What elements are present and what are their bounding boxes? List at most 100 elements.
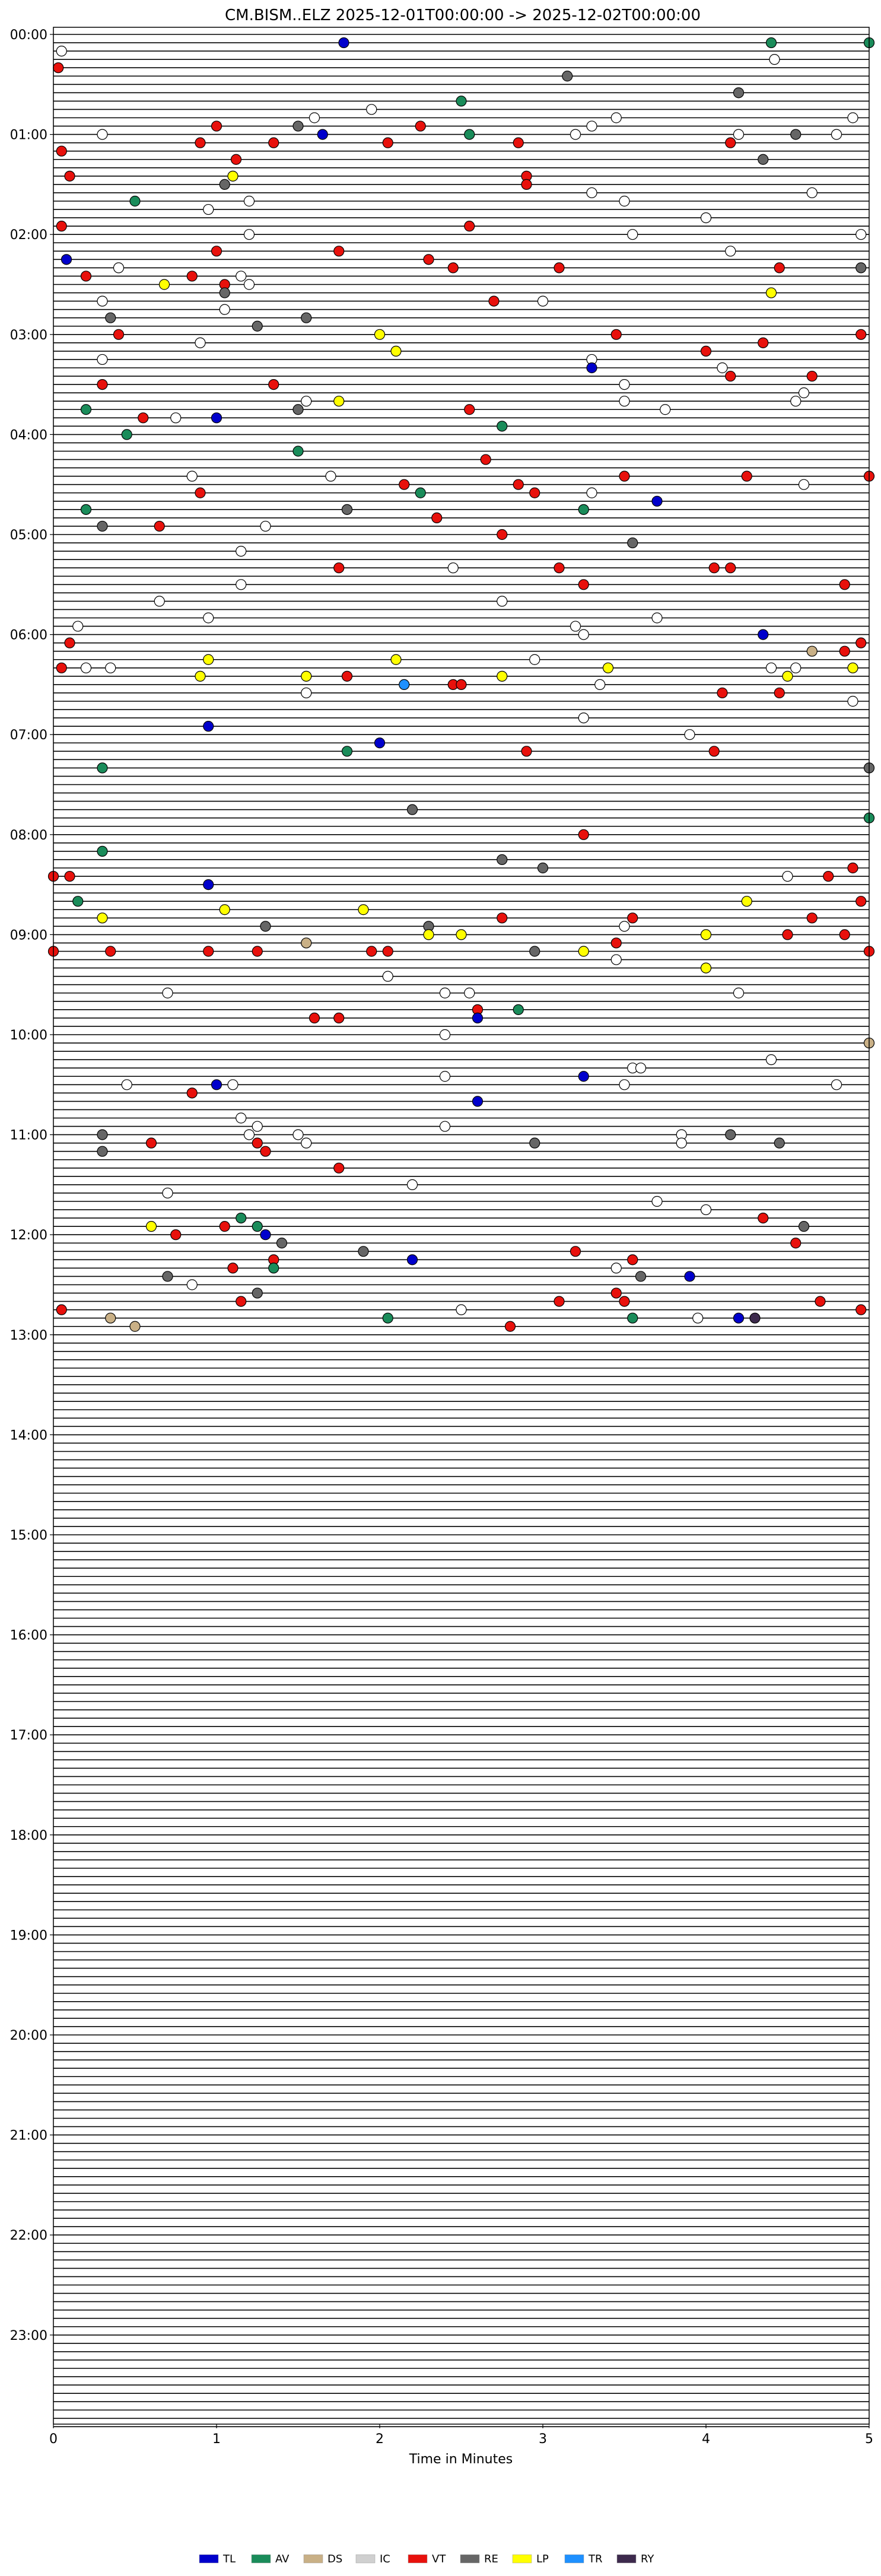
x-tick-label: 0 [49,2432,58,2447]
event-marker-vt [382,946,393,957]
event-marker-re [774,1137,785,1149]
event-marker-ic [610,954,622,965]
event-marker-ic [260,520,271,532]
event-marker-av [129,195,141,207]
y-tick-label: 14:00 [10,1428,47,1443]
event-marker-vt [56,145,67,157]
legend-swatch-av [251,2554,271,2564]
event-marker-tl [758,629,769,640]
event-marker-vt [758,337,769,348]
event-marker-ic [186,1279,198,1290]
event-marker-vt [782,929,793,940]
event-marker-re [97,1146,108,1157]
y-tick-label: 18:00 [10,1828,47,1843]
event-marker-av [97,845,108,857]
event-marker-re [292,120,304,132]
legend-swatch-ry [616,2554,637,2564]
event-marker-av [456,96,467,107]
event-marker-ic [660,404,671,415]
event-marker-ic [203,203,214,215]
event-marker-vt [855,329,867,340]
legend-label: TL [222,2553,236,2565]
event-marker-vt [554,1296,565,1307]
event-marker-ic [847,695,858,707]
event-marker-re [97,1129,108,1140]
event-marker-ic [243,1129,255,1140]
y-tick-label: 23:00 [10,2329,47,2343]
event-marker-vt [480,454,491,465]
event-marker-lp [158,279,170,290]
event-marker-ic [570,621,581,632]
y-tick-label: 06:00 [10,628,47,643]
event-marker-ic [692,1312,704,1324]
event-marker-re [219,287,230,298]
event-marker-vt [610,937,622,949]
event-marker-vt [431,512,443,524]
event-marker-ic [831,129,842,140]
event-marker-lp [390,654,402,665]
event-marker-vt [521,179,532,190]
event-marker-vt [382,137,393,148]
event-marker-vt [113,329,125,340]
x-tick-label: 3 [539,2432,547,2447]
event-marker-ic [406,1179,418,1191]
event-marker-lp [358,904,369,915]
event-marker-ic [292,1129,304,1140]
event-marker-vt [186,271,198,282]
event-marker-ic [847,112,858,123]
event-marker-vt [627,1254,638,1265]
event-marker-vt [195,137,206,148]
event-marker-ic [243,279,255,290]
event-marker-lp [145,1221,157,1232]
event-marker-ic [798,387,810,399]
y-tick-label: 10:00 [10,1028,47,1043]
event-marker-ic [252,1121,263,1132]
event-marker-vt [504,1321,516,1332]
event-marker-tl [203,721,214,732]
event-marker-vt [464,221,475,232]
event-marker-lp [741,896,752,907]
y-tick-label: 01:00 [10,128,47,143]
event-marker-av [497,421,508,432]
legend-label: TR [588,2553,603,2565]
event-marker-vt [839,929,850,940]
y-tick-label: 19:00 [10,1928,47,1943]
event-marker-ic [790,396,802,407]
event-marker-ic [635,1063,647,1074]
legend-swatch-re [460,2554,480,2564]
event-marker-ic [725,246,736,257]
event-marker-ic [700,212,712,224]
event-marker-vt [790,1238,802,1249]
event-marker-vt [333,1162,345,1173]
event-marker-ic [578,629,589,640]
event-marker-re [292,404,304,415]
event-marker-lp [602,662,614,673]
event-marker-vt [252,1137,263,1149]
event-marker-vt [700,345,712,357]
legend-label: AV [275,2553,290,2565]
event-marker-ic [831,1079,842,1090]
event-marker-re [105,312,116,323]
event-marker-vt [203,946,214,957]
event-marker-tl [651,495,663,507]
legend-label: RY [641,2553,654,2565]
event-marker-vt [708,562,720,574]
event-marker-vt [725,562,736,574]
event-marker-ic [186,470,198,482]
legend-swatch-vt [408,2554,428,2564]
event-marker-lp [578,946,589,957]
event-marker-tl [578,1071,589,1082]
legend-swatch-tr [564,2554,584,2564]
event-marker-vt [56,662,67,673]
legend-label: VT [432,2553,446,2565]
legend-swatch-lp [512,2554,532,2564]
event-marker-ic [806,187,818,199]
event-marker-ic [610,1262,622,1274]
event-marker-tl [374,737,386,749]
event-marker-lp [390,345,402,357]
event-marker-ic [170,412,182,424]
event-marker-vt [554,262,565,273]
event-marker-vt [227,1262,238,1274]
event-marker-tl [211,1079,222,1090]
event-marker-lp [195,670,206,682]
